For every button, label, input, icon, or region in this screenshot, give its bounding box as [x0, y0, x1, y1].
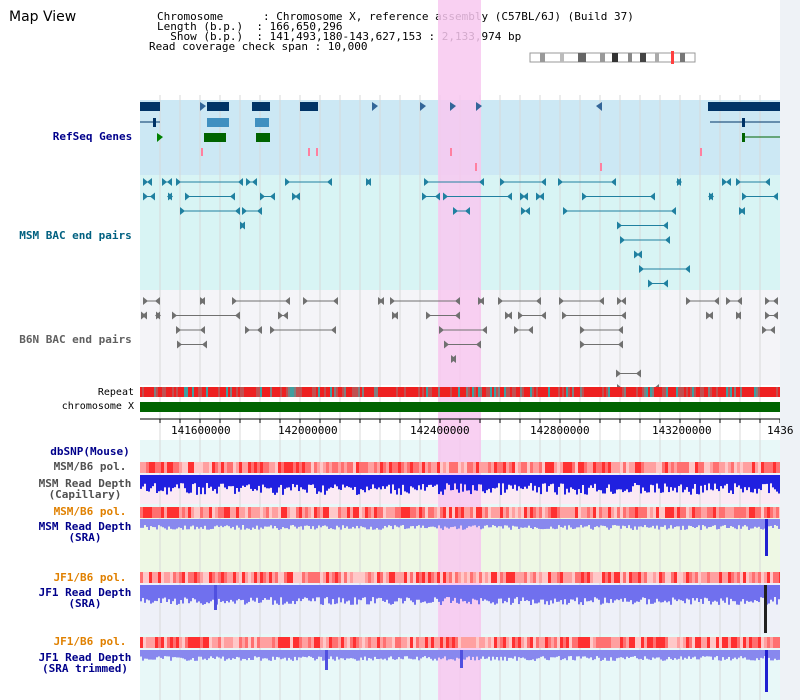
b6n-bac-end-pairs-track[interactable]: [141, 297, 778, 392]
track-label-b6n-bac: B6N BAC end pairs: [19, 333, 132, 346]
repeat-track[interactable]: [140, 387, 780, 397]
page-title: Map View: [9, 9, 77, 25]
right-edge-strip: [780, 0, 800, 700]
axis-tick-6: 1436: [767, 424, 794, 437]
track-label-msm-pol-1: MSM/B6 pol.: [53, 460, 127, 473]
refseq-genes-track[interactable]: [140, 102, 780, 171]
track-label-chromosome: chromosome X: [61, 401, 134, 412]
jf1-b6-pol-track-1[interactable]: [140, 572, 782, 583]
track-label-refseq: RefSeq Genes: [52, 130, 133, 143]
show-key: Show (b.p.): [170, 30, 244, 43]
track-label-jf1-pol-1: JF1/B6 pol.: [53, 571, 127, 584]
track-label-jf1-depth-sra: JF1 Read Depth (SRA): [30, 587, 140, 609]
axis-tick-5: 143200000: [652, 424, 712, 437]
label-line-1: JF1 Read Depth: [38, 651, 132, 664]
track-label-jf1-depth-trimmed: JF1 Read Depth (SRA trimmed): [30, 652, 140, 674]
coverage-span: Read coverage check span : 10,000: [149, 40, 368, 53]
length-key: Length (b.p.): [157, 20, 244, 33]
label-line-2: (SRA): [68, 597, 102, 610]
label-line-2: (Capillary): [48, 488, 122, 501]
label-line-1: MSM Read Depth: [38, 520, 132, 533]
track-label-repeat: Repeat: [97, 387, 134, 398]
label-line-2: (SRA trimmed): [41, 662, 129, 675]
position-axis: [140, 418, 781, 423]
ideogram-position-marker: [671, 51, 674, 64]
chromosome-info: Chromosome : Chromosome X, reference ass…: [157, 10, 634, 43]
axis-tick-2: 142000000: [278, 424, 338, 437]
selected-region-highlight: [438, 0, 481, 700]
length-value: : 166,650,296: [256, 20, 343, 33]
track-label-dbsnp: dbSNP(Mouse): [50, 445, 130, 458]
axis-tick-1: 141600000: [171, 424, 231, 437]
msm-bac-end-pairs-track[interactable]: [143, 178, 778, 288]
msm-b6-pol-track-2[interactable]: [140, 507, 782, 518]
chromosome-ideogram[interactable]: [529, 51, 696, 64]
jf1-read-depth-sra-track[interactable]: [140, 585, 780, 633]
msm-read-depth-capillary-track[interactable]: [140, 475, 780, 495]
label-line-1: MSM Read Depth: [38, 477, 132, 490]
msm-read-depth-sra-track[interactable]: [140, 519, 780, 556]
axis-tick-4: 142800000: [530, 424, 590, 437]
track-label-msm-bac: MSM BAC end pairs: [19, 229, 132, 242]
chromosome-key: Chromosome: [157, 10, 224, 23]
msm-b6-pol-track-1[interactable]: [140, 462, 782, 473]
label-line-2: (SRA): [68, 531, 102, 544]
chromosome-bar[interactable]: [140, 402, 780, 412]
axis-tick-3: 142400000: [410, 424, 470, 437]
label-line-1: JF1 Read Depth: [38, 586, 132, 599]
track-label-msm-depth-sra: MSM Read Depth (SRA): [30, 521, 140, 543]
track-label-msm-pol-2: MSM/B6 pol.: [53, 505, 127, 518]
jf1-b6-pol-track-2[interactable]: [140, 637, 782, 648]
track-label-jf1-pol-2: JF1/B6 pol.: [53, 635, 127, 648]
jf1-read-depth-trimmed-track[interactable]: [140, 650, 780, 692]
track-label-msm-depth-capillary: MSM Read Depth (Capillary): [30, 478, 140, 500]
